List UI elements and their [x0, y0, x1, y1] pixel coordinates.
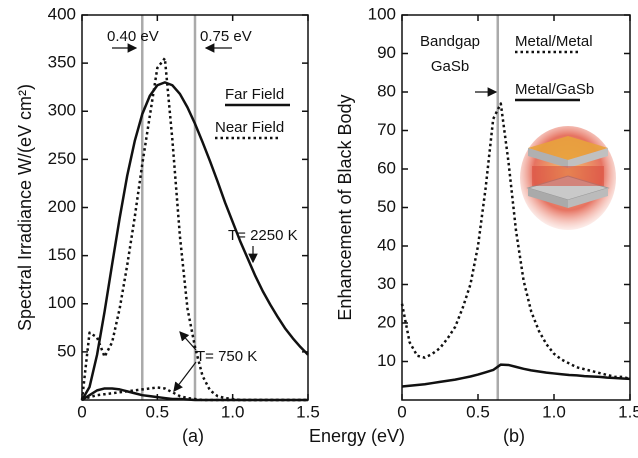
legend-label: Metal/Metal	[515, 33, 593, 50]
legend-label: Near Field	[215, 119, 284, 136]
y-tick-label: 10	[377, 351, 396, 370]
y-tick-label: 200	[48, 197, 76, 216]
y-tick-label: 150	[48, 245, 76, 264]
y-tick-label: 300	[48, 101, 76, 120]
legend-label: Far Field	[225, 86, 284, 103]
annotation: T= 750 K	[196, 348, 257, 365]
inset-illustration	[520, 126, 616, 230]
x-tick-label: 0	[77, 402, 86, 421]
curve	[81, 386, 308, 402]
x-tick-label: 1.5	[618, 402, 638, 421]
y-tick-label: 50	[57, 341, 76, 360]
x-axis-label: Energy (eV)	[309, 426, 405, 446]
y-tick-label: 70	[377, 120, 396, 139]
y-tick-label: 90	[377, 43, 396, 62]
y-tick-label: 30	[377, 274, 396, 293]
y-tick-label: 250	[48, 149, 76, 168]
y-tick-label: 60	[377, 158, 396, 177]
y-tick-label: 350	[48, 53, 76, 72]
y-tick-label: 40	[377, 235, 396, 254]
curve	[80, 81, 309, 401]
curve	[400, 102, 631, 381]
y-tick-label: 50	[377, 197, 396, 216]
x-tick-label: 1.0	[542, 402, 566, 421]
annotation-arrow	[173, 361, 197, 392]
x-tick-label: 1.5	[296, 402, 320, 421]
y-tick-label: 100	[368, 4, 396, 23]
y-tick-label: 20	[377, 312, 396, 331]
y-axis-label: Enhancement of Black Body	[335, 94, 355, 320]
annotation: GaSb	[431, 58, 469, 75]
annotation: 0.40 eV	[107, 28, 159, 45]
x-tick-label: 0	[397, 402, 406, 421]
x-tick-label: 0.5	[466, 402, 490, 421]
panel-label: (b)	[503, 426, 525, 446]
y-tick-label: 400	[48, 4, 76, 23]
annotation: 0.75 eV	[200, 28, 252, 45]
curve	[401, 363, 631, 388]
y-tick-label: 100	[48, 293, 76, 312]
y-axis-label: Spectral Irradiance W/(eV cm²)	[15, 84, 35, 331]
x-tick-label: 1.0	[221, 402, 245, 421]
panel-label: (a)	[182, 426, 204, 446]
annotation: Bandgap	[420, 33, 480, 50]
x-tick-label: 0.5	[146, 402, 170, 421]
y-tick-label: 80	[377, 81, 396, 100]
annotation: T= 2250 K	[228, 227, 298, 244]
legend-label: Metal/GaSb	[515, 81, 594, 98]
annotation-arrow	[179, 331, 197, 351]
